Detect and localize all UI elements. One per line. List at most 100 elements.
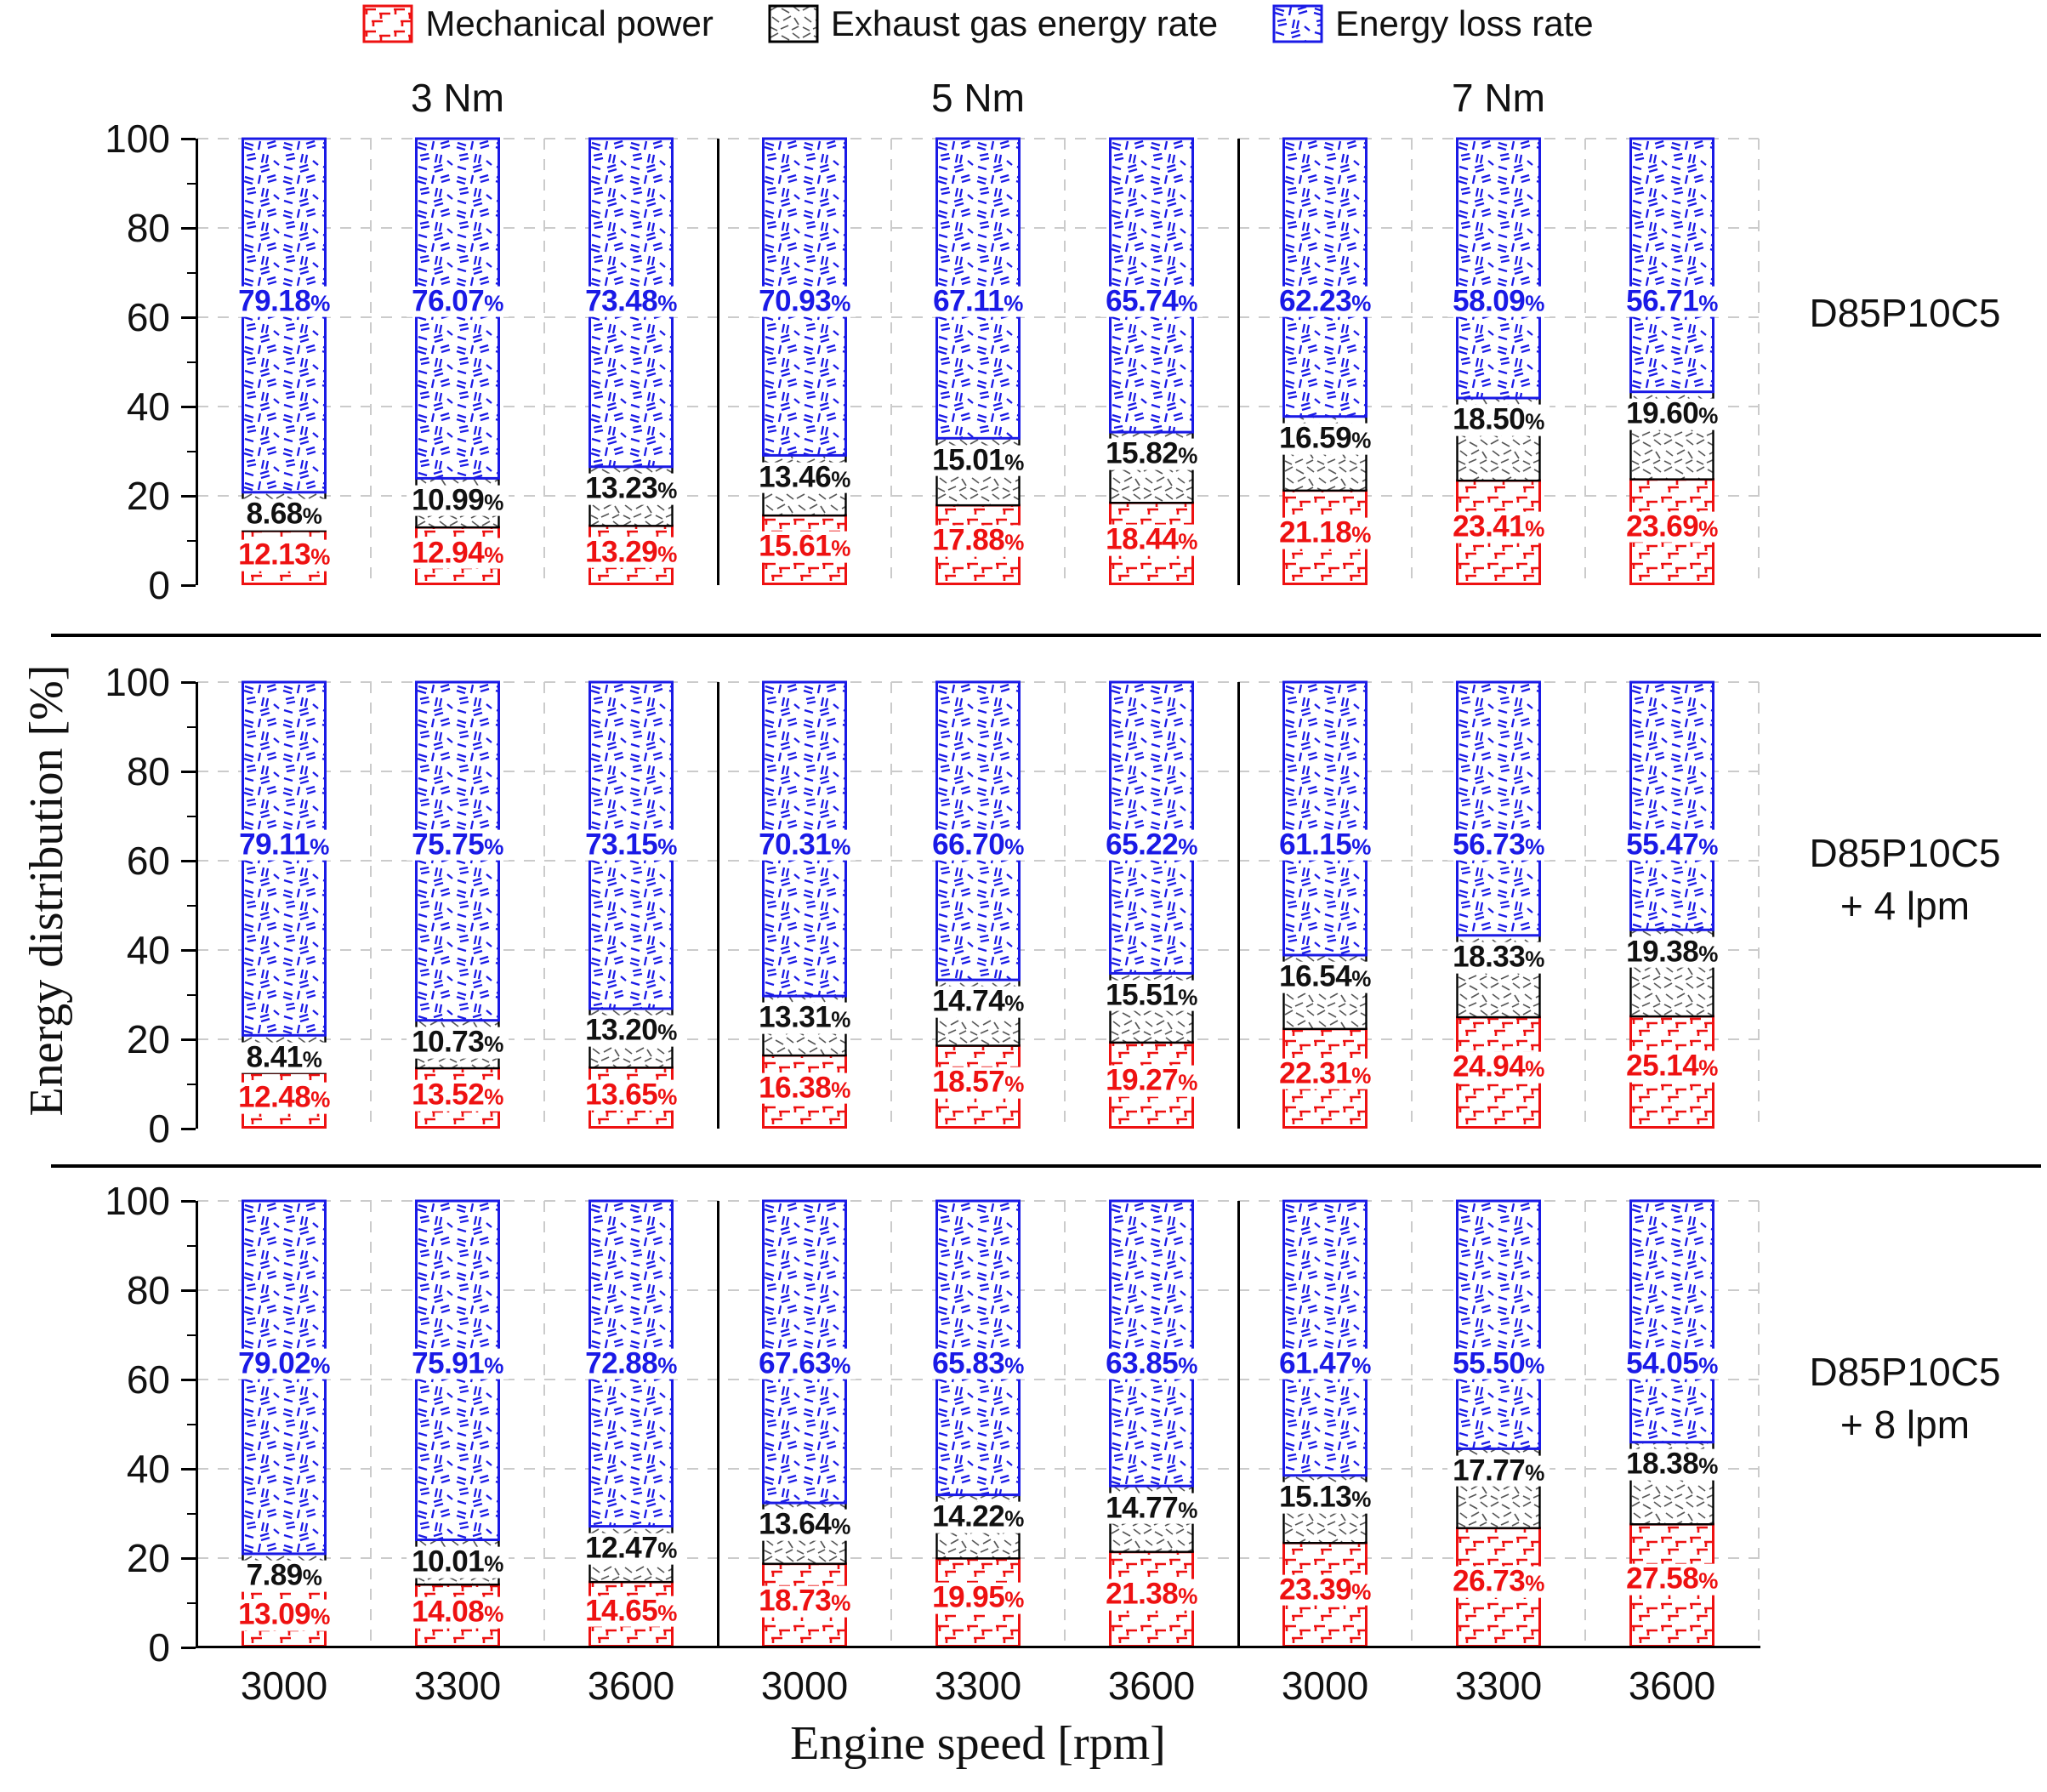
percent-sign: % [831,1513,850,1539]
percent-sign: % [657,541,677,567]
percent-sign: % [1525,1352,1544,1379]
value-label-loss: 67.11% [928,285,1028,317]
percent-sign: % [1351,290,1371,316]
gridline-vertical [1411,1201,1413,1647]
value-label-exhaust: 19.38% [1621,936,1723,968]
percent-sign: % [1698,833,1718,860]
percent-sign: % [657,1600,677,1626]
y-axis-major-tick [181,137,196,140]
bar-segment-loss [935,1199,1021,1497]
percent-sign: % [1698,402,1718,429]
value-label-loss: 75.75% [407,828,509,861]
y-tick-label: 0 [148,1625,170,1670]
stacked-bar [762,137,847,585]
value-label-exhaust: 13.31% [753,1002,856,1034]
percent-sign: % [1178,443,1197,469]
percent-sign: % [1004,1352,1024,1379]
percent-sign: % [1351,965,1371,992]
y-axis-major-tick [181,1556,196,1560]
y-axis-major-tick [181,226,196,230]
gridline-vertical [370,139,372,585]
gridline-vertical [370,1201,372,1647]
y-axis-major-tick [181,1199,196,1203]
y-tick-label: 40 [126,1447,170,1491]
bar-segment-loss [1109,137,1194,434]
percent-sign: % [1351,521,1371,548]
gridline-vertical [1064,682,1066,1129]
legend-swatch-loss-icon [1272,4,1323,43]
value-label-loss: 72.88% [580,1347,682,1380]
y-axis-minor-tick [187,1512,196,1515]
y-axis-line [196,682,198,1129]
y-axis-major-tick [181,405,196,408]
value-label-mechanical: 24.94% [1447,1051,1549,1084]
value-label-mechanical: 23.39% [1274,1573,1376,1606]
legend-item-mechanical-power: Mechanical power [362,3,714,44]
value-label-mechanical: 12.94% [407,537,509,569]
percent-sign: % [657,833,677,860]
group-separator-line [1237,1201,1240,1647]
x-axis-title: Engine speed [rpm] [790,1717,1166,1770]
percent-sign: % [484,1031,503,1057]
percent-sign: % [831,535,850,561]
y-axis-minor-tick [187,725,196,728]
x-tick-label: 3600 [587,1664,675,1708]
bar-segment-loss [1456,137,1541,400]
value-label-exhaust: 18.38% [1621,1448,1723,1481]
percent-sign: % [1698,1453,1718,1479]
value-label-mechanical: 12.48% [233,1082,335,1114]
percent-sign: % [1351,427,1371,453]
panel-row-label: D85P10C5 + 4 lpm [1809,830,2001,928]
value-label-loss: 63.85% [1100,1347,1203,1380]
bar-segment-loss [1282,137,1368,418]
percent-sign: % [302,503,322,529]
value-label-exhaust: 15.13% [1274,1482,1376,1514]
percent-sign: % [1525,1055,1544,1082]
y-axis-major-tick [181,680,196,684]
value-label-mechanical: 12.13% [233,539,335,572]
value-label-loss: 65.74% [1100,285,1203,317]
y-axis-major-tick [181,1127,196,1130]
percent-sign: % [1525,290,1544,316]
x-tick-label: 3300 [413,1664,502,1708]
stacked-bar [415,1199,500,1648]
legend-label-exhaust: Exhaust gas energy rate [830,3,1219,43]
y-axis-minor-tick [187,1083,196,1085]
percent-sign: % [1004,1587,1024,1613]
percent-sign: % [657,1352,677,1379]
y-tick-label: 80 [126,206,170,250]
legend: Mechanical power Exhaust gas energy rate… [197,3,1759,44]
value-label-loss: 56.71% [1621,285,1723,317]
x-tick-label: 3000 [1281,1664,1369,1708]
value-label-exhaust: 14.22% [927,1501,1029,1533]
percent-sign: % [484,833,503,860]
value-label-mechanical: 13.29% [580,536,682,568]
percent-sign: % [484,1550,503,1577]
gridline-vertical [1584,1201,1586,1647]
percent-sign: % [1698,290,1718,316]
percent-sign: % [831,1352,850,1379]
bar-segment-loss [1282,680,1368,957]
percent-sign: % [1004,1072,1024,1098]
chart-panel-2: 0 20 40 60 80 100 79.11% 8.41% 12.48% 75.75% 10.73… [105,663,2000,1148]
y-axis-major-tick [181,316,196,319]
value-label-exhaust: 18.50% [1447,404,1549,436]
value-label-exhaust: 15.82% [1100,438,1203,470]
y-tick-label: 40 [126,384,170,429]
value-label-exhaust: 15.51% [1100,980,1203,1012]
percent-sign: % [1698,1352,1718,1379]
value-label-loss: 75.91% [407,1347,509,1380]
percent-sign: % [1004,530,1024,556]
y-tick-label: 100 [105,660,170,704]
percent-sign: % [1351,1486,1371,1512]
value-label-loss: 76.07% [407,285,509,317]
value-label-mechanical: 18.73% [753,1585,856,1618]
percent-sign: % [1178,1352,1197,1379]
value-label-exhaust: 13.46% [753,461,856,493]
percent-sign: % [831,833,850,860]
percent-sign: % [1004,449,1024,475]
stacked-bar [935,137,1021,586]
value-label-loss: 65.83% [927,1347,1029,1380]
value-label-mechanical: 21.38% [1100,1579,1203,1611]
gridline-vertical [543,139,545,585]
